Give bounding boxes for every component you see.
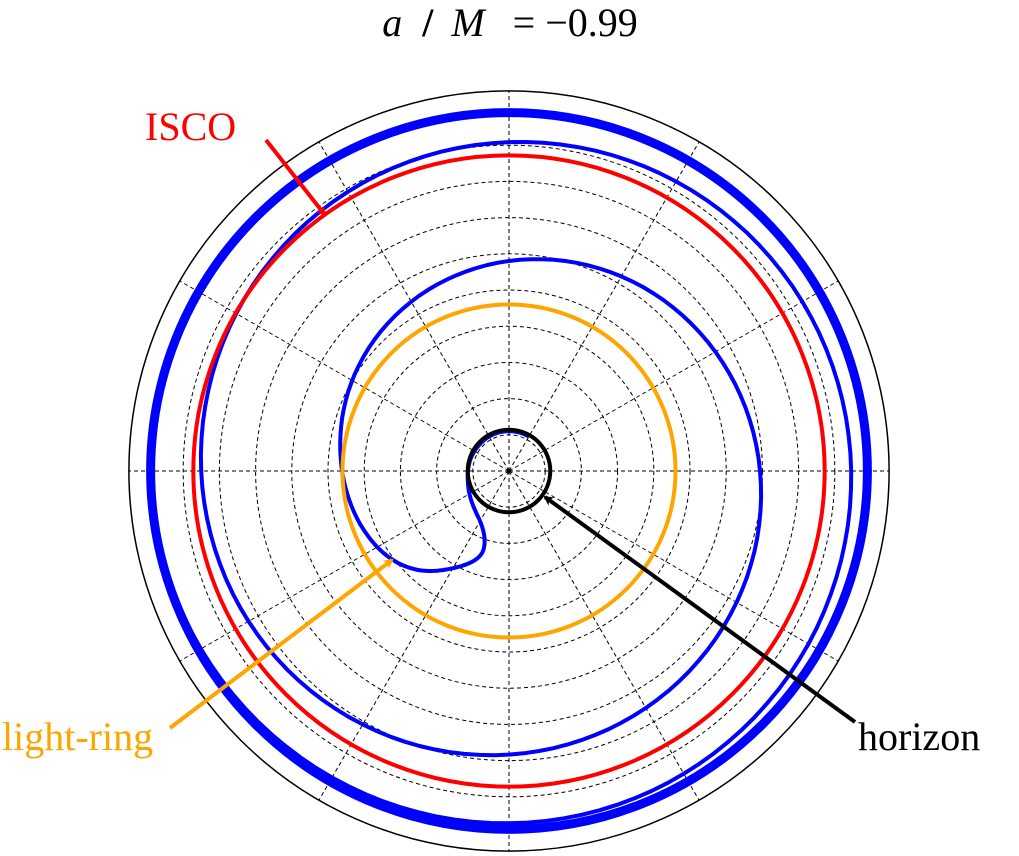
title-value: = −0.99 (513, 0, 638, 45)
trajectory-outer-orbit (146, 108, 872, 834)
horizon-label: horizon (858, 714, 980, 759)
title-var-a: a (382, 0, 402, 45)
series-group (146, 108, 872, 834)
grid-ring-5 (327, 289, 691, 653)
grid-ring-2 (436, 398, 582, 544)
isco-circle (191, 153, 827, 789)
grid-ring-8 (218, 180, 800, 762)
isco-label: ISCO (145, 104, 236, 149)
horizon-arrow (543, 495, 857, 724)
polar-grid (128, 90, 890, 852)
light-ring-arrow (168, 558, 394, 730)
title-var-m: M (450, 0, 487, 45)
center-dot (506, 468, 512, 474)
grid-ring-3 (399, 361, 619, 581)
light-ring-circle (340, 302, 678, 640)
chart-title: a / M = −0.99 (382, 0, 638, 45)
isco-arrow (264, 138, 327, 217)
grid-ring-6 (291, 253, 727, 689)
outer-boundary (128, 90, 890, 852)
grid-ring-1 (472, 434, 546, 508)
trajectory-line (149, 122, 854, 826)
horizon-circle (465, 427, 553, 515)
light-ring-label: light-ring (2, 714, 153, 759)
grid-ring-4 (363, 325, 655, 617)
grid-ring-9 (182, 144, 836, 798)
title-slash: / (421, 0, 434, 45)
grid-ring-7 (255, 217, 763, 725)
